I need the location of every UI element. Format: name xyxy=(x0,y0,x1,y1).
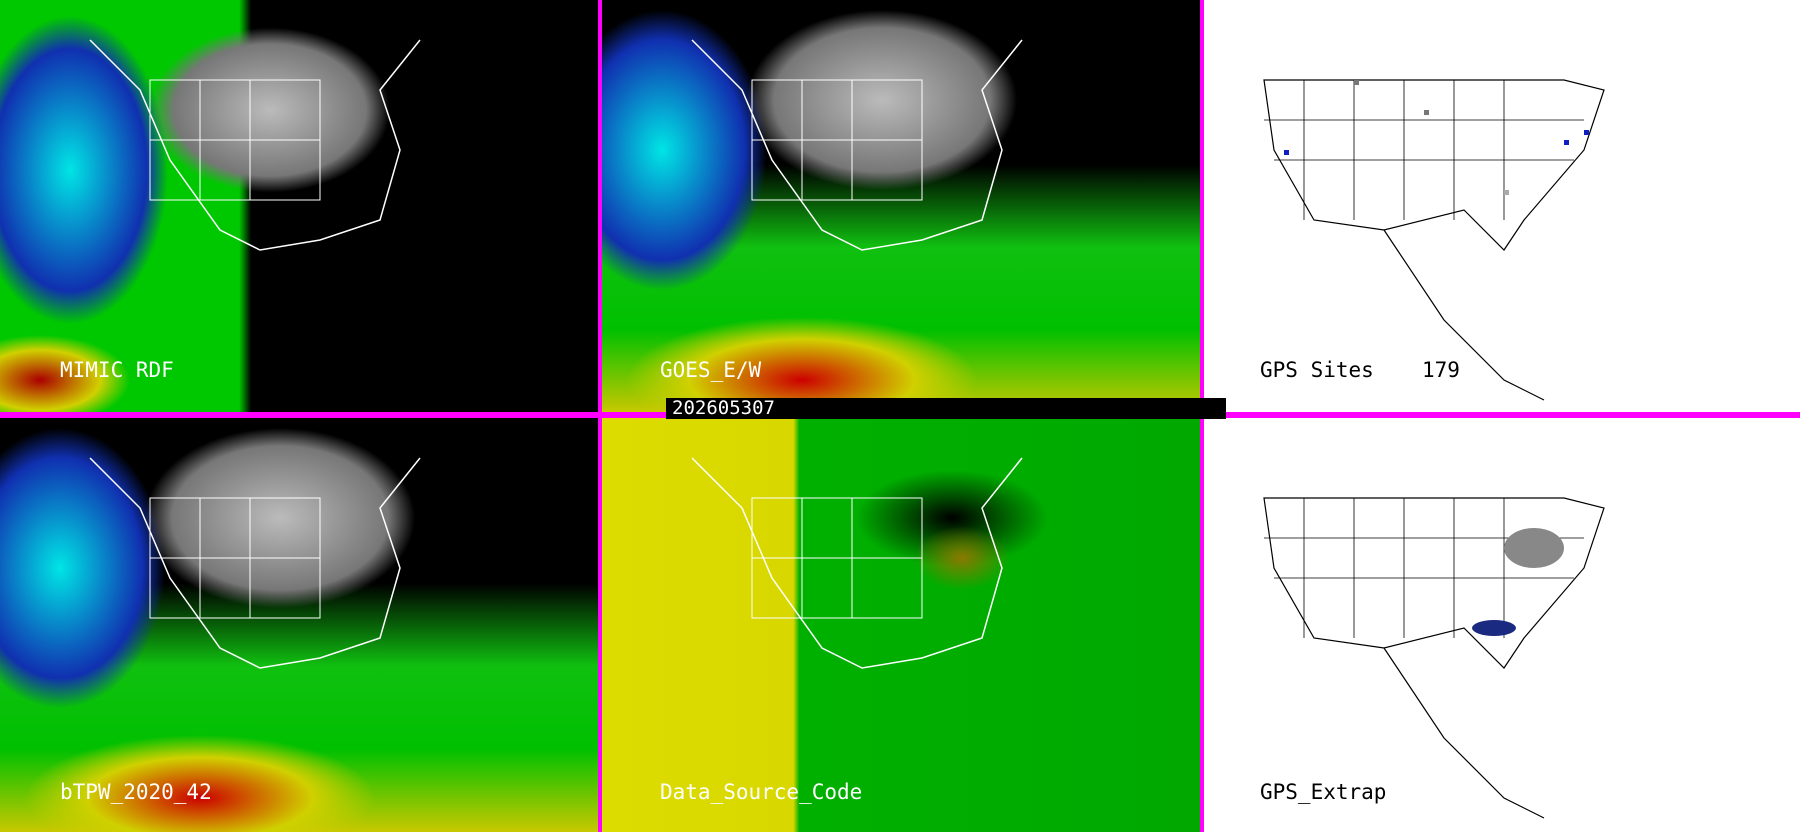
panel-label: MIMIC RDF xyxy=(60,358,174,382)
coastline-outline xyxy=(691,39,1023,251)
gps-site-marker xyxy=(1564,140,1569,145)
us-states-outline xyxy=(1263,497,1605,819)
gps-site-marker xyxy=(1354,80,1359,85)
gps-site-marker xyxy=(1424,110,1429,115)
panel-label: GPS_Extrap xyxy=(1260,780,1387,804)
coastline-outline xyxy=(89,457,421,669)
us-states-outline xyxy=(1263,79,1605,401)
gps-sites-panel: GPS Sites 179 xyxy=(1204,0,1800,412)
gps-site-marker xyxy=(1284,150,1289,155)
panel-label: GOES_E/W xyxy=(660,358,762,382)
gps-site-marker xyxy=(1584,130,1589,135)
coastline-outline xyxy=(89,39,421,251)
gps-site-marker xyxy=(1504,190,1509,195)
goes-panel: GOES_E/W xyxy=(602,0,1200,412)
mimic-rdf-panel: MIMIC RDF xyxy=(0,0,598,412)
panel-label: GPS Sites xyxy=(1260,358,1374,382)
panel-label: bTPW_2020_42 xyxy=(60,780,212,804)
data-source-code-panel: Data_Source_Code xyxy=(602,418,1200,832)
timestamp-bar: 202605307 xyxy=(666,398,1226,419)
panel-label: Data_Source_Code xyxy=(660,780,863,804)
gps-site-count: 179 xyxy=(1422,358,1460,382)
coastline-outline xyxy=(691,457,1023,669)
btpw-panel: bTPW_2020_42 xyxy=(0,418,598,832)
gps-extrap-panel: GPS_Extrap xyxy=(1204,418,1800,832)
